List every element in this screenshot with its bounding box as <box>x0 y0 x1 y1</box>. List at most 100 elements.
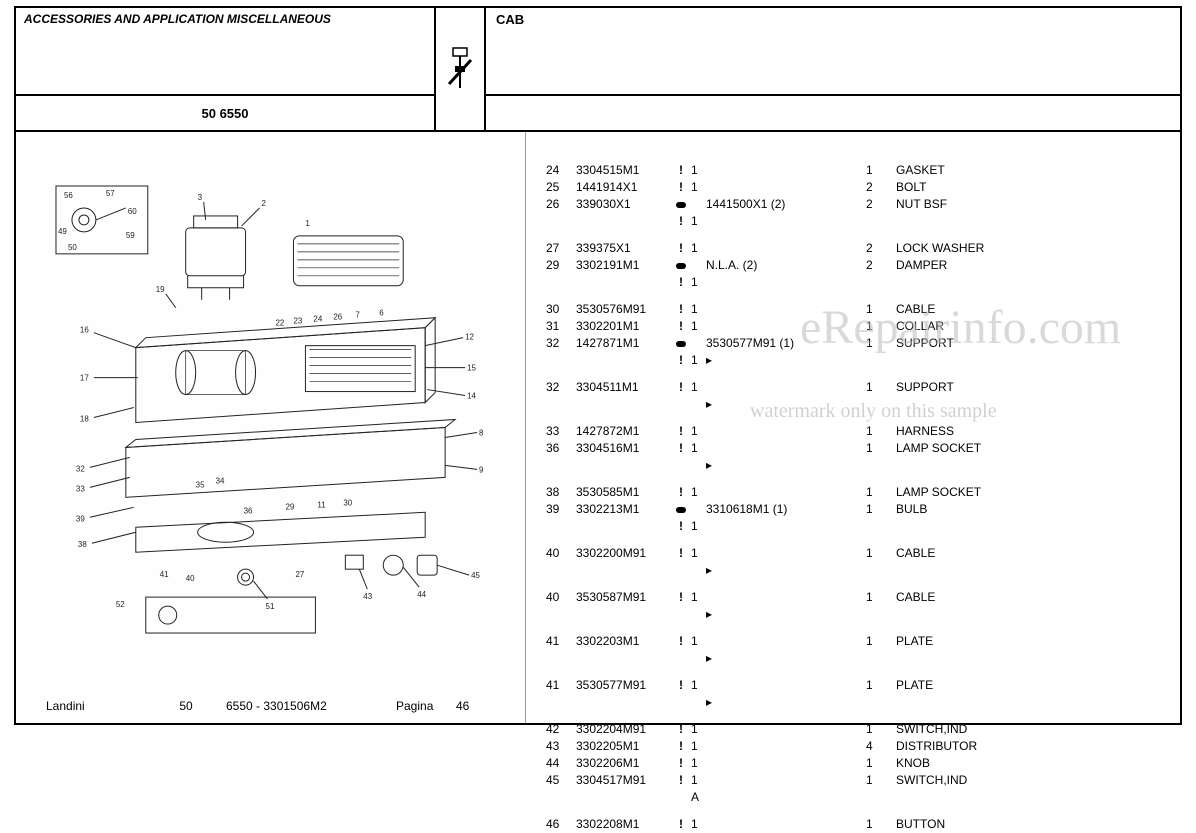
substitute <box>706 677 866 694</box>
substitute: ▸ <box>706 457 866 474</box>
qty: 1 <box>866 721 896 738</box>
part-number <box>576 352 671 369</box>
col-a: 1 <box>691 772 706 789</box>
cab-title: CAB <box>486 8 1180 31</box>
model-box: 50 6550 <box>16 96 436 130</box>
description: HARNESS <box>896 423 1160 440</box>
qty: 1 <box>866 423 896 440</box>
parts-row: 403530587M91!11CABLE <box>546 589 1160 606</box>
parts-row: 453304517M91!11SWITCH,IND <box>546 772 1160 789</box>
ref-num <box>546 457 576 474</box>
mark: ! <box>671 721 691 738</box>
substitute <box>706 518 866 535</box>
parts-row: ▸ <box>546 694 1160 711</box>
part-number: 3304517M91 <box>576 772 671 789</box>
mark <box>671 196 691 213</box>
part-number: 1427871M1 <box>576 335 671 352</box>
parts-row: !1 <box>546 518 1160 535</box>
qty: 2 <box>866 196 896 213</box>
col-a <box>691 396 706 413</box>
parts-row: 383530585M1!11LAMP SOCKET <box>546 484 1160 501</box>
mark: ! <box>671 301 691 318</box>
ref-num: 30 <box>546 301 576 318</box>
svg-text:32: 32 <box>76 464 85 473</box>
substitute: ▸ <box>706 352 866 369</box>
substitute <box>706 816 866 833</box>
substitute <box>706 379 866 396</box>
col-a: 1 <box>691 738 706 755</box>
substitute: ▸ <box>706 396 866 413</box>
col-a: 1 <box>691 162 706 179</box>
col-a <box>691 335 706 352</box>
col-a: 1 <box>691 179 706 196</box>
footer-page-num: 46 <box>456 699 469 713</box>
mark: ! <box>671 162 691 179</box>
mark: ! <box>671 816 691 833</box>
svg-text:12: 12 <box>465 333 474 342</box>
qty: 1 <box>866 484 896 501</box>
qty: 1 <box>866 633 896 650</box>
mark <box>671 501 691 518</box>
col-a: 1 <box>691 677 706 694</box>
substitute: 1441500X1 (2) <box>706 196 866 213</box>
col-a: 1 <box>691 352 706 369</box>
svg-text:17: 17 <box>80 374 89 383</box>
substitute <box>706 179 866 196</box>
qty <box>866 457 896 474</box>
qty <box>866 518 896 535</box>
mark <box>671 606 691 623</box>
qty: 2 <box>866 179 896 196</box>
parts-row: 413530577M91!11PLATE <box>546 677 1160 694</box>
description: SWITCH,IND <box>896 772 1160 789</box>
part-number: 3302203M1 <box>576 633 671 650</box>
substitute <box>706 274 866 291</box>
ref-num <box>546 650 576 667</box>
parts-row: 321427871M13530577M91 (1)1SUPPORT <box>546 335 1160 352</box>
svg-text:15: 15 <box>467 364 476 373</box>
ref-num: 32 <box>546 379 576 396</box>
description <box>896 694 1160 711</box>
col-a: 1 <box>691 755 706 772</box>
mark: ! <box>671 545 691 562</box>
part-number: 3302191M1 <box>576 257 671 274</box>
diagram-panel: 5657 4950 6059 1 <box>16 132 526 723</box>
description: CABLE <box>896 301 1160 318</box>
left-header: ACCESSORIES AND APPLICATION MISCELLANEOU… <box>16 8 486 130</box>
col-a: 1 <box>691 440 706 457</box>
parts-row: 26339030X11441500X1 (2)2NUT BSF <box>546 196 1160 213</box>
svg-text:35: 35 <box>196 480 205 489</box>
svg-text:7: 7 <box>355 311 360 320</box>
substitute <box>706 423 866 440</box>
parts-row: 251441914X1!12BOLT <box>546 179 1160 196</box>
col-a <box>691 606 706 623</box>
parts-row: ▸ <box>546 606 1160 623</box>
part-number: 3530587M91 <box>576 589 671 606</box>
col-a <box>691 457 706 474</box>
parts-row: ▸ <box>546 650 1160 667</box>
parts-row: 27339375X1!12LOCK WASHER <box>546 240 1160 257</box>
ref-num: 36 <box>546 440 576 457</box>
parts-row: ▸ <box>546 457 1160 474</box>
substitute: ▸ <box>706 694 866 711</box>
footer-brand: Landini <box>46 699 146 713</box>
parts-row: 293302191M1N.L.A. (2)2DAMPER <box>546 257 1160 274</box>
mark: ! <box>671 772 691 789</box>
svg-text:33: 33 <box>76 484 85 493</box>
ref-num: 31 <box>546 318 576 335</box>
mark: ! <box>671 440 691 457</box>
part-number <box>576 274 671 291</box>
mark: ! <box>671 518 691 535</box>
svg-text:40: 40 <box>186 574 195 583</box>
page-frame: ACCESSORIES AND APPLICATION MISCELLANEOU… <box>14 6 1182 725</box>
svg-text:50: 50 <box>68 243 77 252</box>
body: 5657 4950 6059 1 <box>16 132 1180 723</box>
description: DAMPER <box>896 257 1160 274</box>
description <box>896 396 1160 413</box>
col-a: 1 <box>691 484 706 501</box>
svg-text:49: 49 <box>58 227 67 236</box>
part-number: 3302206M1 <box>576 755 671 772</box>
ref-num: 38 <box>546 484 576 501</box>
qty: 2 <box>866 257 896 274</box>
substitute: 3530577M91 (1) <box>706 335 866 352</box>
svg-text:24: 24 <box>313 315 322 324</box>
